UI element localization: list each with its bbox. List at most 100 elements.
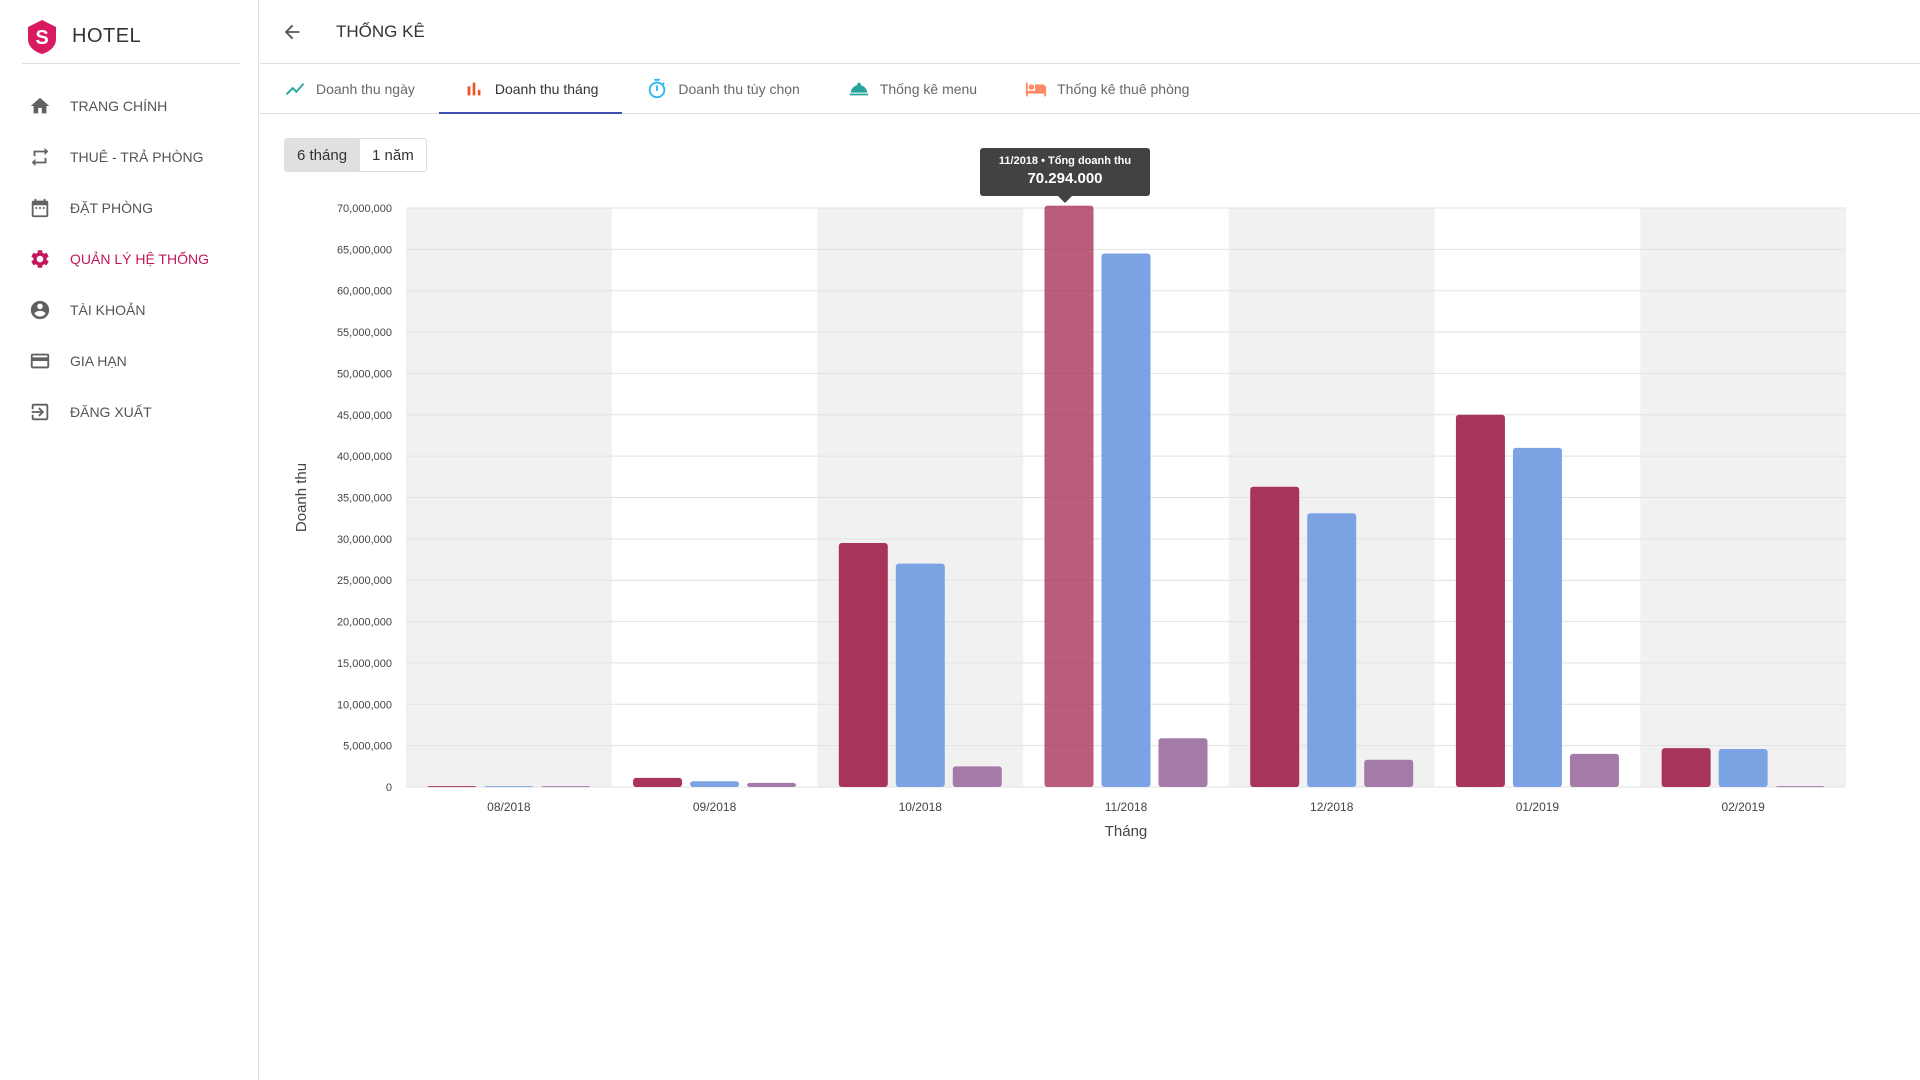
- bed-icon: [1025, 78, 1047, 100]
- x-tick-label: 02/2019: [1721, 800, 1765, 814]
- y-tick-label: 25,000,000: [337, 575, 392, 587]
- sidebar-item-label: TÀI KHOẢN: [70, 301, 146, 318]
- y-tick-label: 60,000,000: [337, 286, 392, 298]
- tab-label: Thống kê menu: [879, 81, 978, 97]
- brand[interactable]: S HOTEL: [22, 10, 240, 64]
- bar-10-2018-series-1: [895, 563, 945, 787]
- bar-02-2019-series-2: [1775, 786, 1825, 788]
- bar-08-2018-series-2: [541, 786, 591, 788]
- home-icon: [28, 94, 52, 118]
- chart-tooltip: 11/2018 • Tổng doanh thu 70.294.000: [980, 148, 1150, 203]
- credit-card-icon: [28, 349, 52, 373]
- sidebar-item-label: ĐẶT PHÒNG: [70, 199, 153, 216]
- sidebar-item-dat-phong[interactable]: ĐẶT PHÒNG: [0, 182, 259, 233]
- calendar-icon: [28, 196, 52, 220]
- sidebar-nav: TRANG CHÍNH THUÊ - TRẢ PHÒNG ĐẶT PHÒNG Q…: [0, 80, 259, 437]
- bar-10-2018-series-0: [838, 542, 888, 787]
- room-service-icon: [848, 78, 870, 100]
- sidebar-item-label: GIA HẠN: [70, 352, 127, 369]
- x-tick-label: 09/2018: [693, 800, 737, 814]
- x-tick-label: 11/2018: [1105, 800, 1148, 814]
- timer-icon: [646, 78, 668, 100]
- account-icon: [28, 298, 52, 322]
- repeat-icon: [28, 145, 52, 169]
- tab-doanh-thu-thang[interactable]: Doanh thu tháng: [438, 65, 623, 114]
- y-tick-label: 10,000,000: [337, 699, 392, 711]
- bar-01-2019-series-2: [1569, 753, 1619, 787]
- tooltip-title: 11/2018 • Tổng doanh thu: [998, 155, 1132, 167]
- y-axis-title: Doanh thu: [293, 463, 310, 532]
- y-tick-label: 45,000,000: [337, 410, 392, 422]
- y-tick-label: 30,000,000: [337, 534, 392, 546]
- tab-doanh-thu-tuy-chon[interactable]: Doanh thu tùy chọn: [622, 65, 823, 113]
- bar-12-2018-series-0: [1250, 486, 1300, 787]
- period-1-year-button[interactable]: 1 năm: [359, 139, 426, 171]
- y-tick-label: 0: [386, 782, 392, 794]
- sidebar-item-dang-xuat[interactable]: ĐĂNG XUẤT: [0, 386, 259, 437]
- tooltip-value: 70.294.000: [1027, 170, 1103, 187]
- app-header: THỐNG KÊ: [260, 0, 1920, 64]
- bar-01-2019-series-0: [1455, 414, 1505, 787]
- bar-08-2018-series-1: [484, 786, 534, 788]
- bar-10-2018-series-2: [952, 766, 1002, 787]
- y-tick-label: 35,000,000: [337, 493, 392, 505]
- arrow-left-icon: [284, 24, 300, 39]
- bar-09-2018-series-0: [633, 777, 683, 787]
- sidebar-item-quan-ly-he-thong[interactable]: QUẢN LÝ HỆ THỐNG: [0, 233, 259, 284]
- trending-line-icon: [284, 78, 306, 100]
- sidebar-item-trang-chinh[interactable]: TRANG CHÍNH: [0, 80, 259, 131]
- bar-chart-icon: [463, 78, 485, 100]
- sidebar-item-tai-khoan[interactable]: TÀI KHOẢN: [0, 284, 259, 335]
- page-title: THỐNG KÊ: [336, 21, 425, 41]
- chart-svg: 0 5,000,000 10,000,000 15,000,000 20,000,000…: [293, 203, 1846, 840]
- y-tick-label: 65,000,000: [337, 244, 392, 256]
- x-tick-label: 08/2018: [487, 800, 531, 814]
- stats-tabs: Doanh thu ngày Doanh thu tháng Doanh thu…: [260, 65, 1920, 114]
- bar-01-2019-series-1: [1512, 447, 1562, 787]
- bar-12-2018-series-1: [1307, 513, 1357, 787]
- bar-08-2018-series-0: [427, 786, 477, 788]
- tab-label: Doanh thu tháng: [494, 81, 599, 97]
- tab-label: Doanh thu ngày: [316, 81, 415, 97]
- x-axis-title: Tháng: [1105, 823, 1148, 840]
- x-tick-label: 01/2019: [1516, 800, 1560, 814]
- bar-12-2018-series-2: [1364, 759, 1414, 787]
- x-tick-label: 12/2018: [1310, 800, 1354, 814]
- tab-thong-ke-menu[interactable]: Thống kê menu: [824, 65, 1001, 113]
- bar-09-2018-series-2: [747, 782, 797, 787]
- tab-thong-ke-thue-phong[interactable]: Thống kê thuê phòng: [1001, 65, 1213, 113]
- sidebar-item-thue-tra-phong[interactable]: THUÊ - TRẢ PHÒNG: [0, 131, 259, 182]
- sidebar-item-label: QUẢN LÝ HỆ THỐNG: [70, 250, 209, 267]
- x-tick-label: 10/2018: [899, 800, 943, 814]
- monthly-revenue-chart: 0 5,000,000 10,000,000 15,000,000 20,000,000…: [260, 140, 1920, 860]
- back-button[interactable]: [272, 12, 312, 52]
- sidebar-item-label: ĐĂNG XUẤT: [70, 403, 152, 420]
- sidebar-item-label: TRANG CHÍNH: [70, 97, 168, 114]
- sidebar: S HOTEL TRANG CHÍNH THUÊ - TRẢ PHÒNG ĐẶT…: [0, 0, 259, 1080]
- tab-label: Doanh thu tùy chọn: [678, 81, 800, 97]
- bar-02-2019-series-0: [1661, 748, 1711, 787]
- gear-icon: [28, 247, 52, 271]
- bar-11-2018-series-0: [1044, 205, 1094, 787]
- brand-name: HOTEL: [72, 25, 142, 47]
- y-tick-label: 15,000,000: [337, 658, 392, 670]
- y-tick-label: 5,000,000: [343, 741, 392, 753]
- y-tick-label: 20,000,000: [337, 617, 392, 629]
- period-6-months-button[interactable]: 6 tháng: [285, 139, 360, 171]
- period-toggle: 6 tháng 1 năm: [284, 138, 427, 172]
- bar-02-2019-series-1: [1718, 748, 1768, 787]
- logout-icon: [28, 400, 52, 424]
- bar-11-2018-series-1: [1101, 253, 1151, 787]
- svg-text:S: S: [35, 27, 48, 49]
- bar-11-2018-series-2: [1158, 738, 1208, 787]
- sidebar-item-gia-han[interactable]: GIA HẠN: [0, 335, 259, 386]
- brand-logo-icon: S: [22, 17, 62, 57]
- y-tick-label: 55,000,000: [337, 327, 392, 339]
- y-tick-label: 50,000,000: [337, 368, 392, 380]
- y-tick-label: 70,000,000: [337, 203, 392, 215]
- y-tick-label: 40,000,000: [337, 451, 392, 463]
- tab-doanh-thu-ngay[interactable]: Doanh thu ngày: [260, 65, 439, 113]
- tab-label: Thống kê thuê phòng: [1057, 81, 1190, 97]
- bar-09-2018-series-1: [690, 781, 740, 787]
- sidebar-item-label: THUÊ - TRẢ PHÒNG: [70, 148, 204, 165]
